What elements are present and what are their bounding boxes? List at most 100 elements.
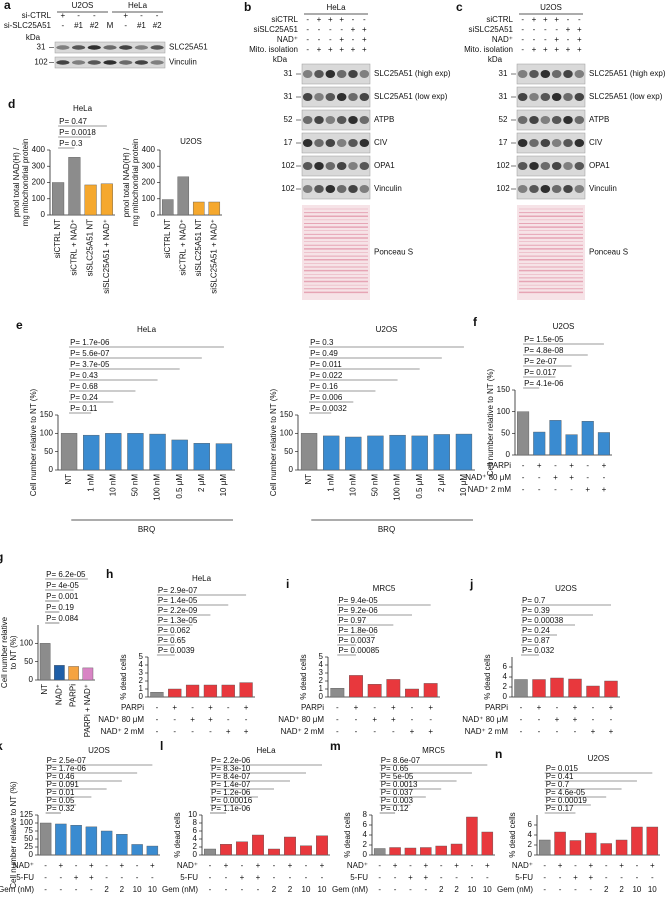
y-tick-label: 100 (20, 638, 34, 647)
condition-sign: - (273, 873, 276, 882)
blot-band (563, 185, 573, 193)
bar (300, 845, 312, 856)
condition-sign: - (241, 861, 244, 870)
blot-band (325, 70, 336, 78)
condition-sign: + (566, 45, 571, 54)
condition-sign: - (521, 35, 524, 44)
panel-label: c (456, 0, 463, 14)
y-tick-label: 0 (528, 850, 533, 859)
condition-sign: + (423, 873, 428, 882)
blot-band (325, 185, 336, 193)
y-tick-label: 75 (24, 826, 33, 835)
condition-sign: - (567, 35, 570, 44)
condition-sign: - (578, 15, 581, 24)
condition-sign: + (454, 861, 459, 870)
condition-sign: 2 (104, 885, 109, 894)
condition-sign: + (591, 727, 596, 736)
blot-band (56, 60, 70, 65)
y-tick-label: 100 (32, 194, 46, 203)
panel-label: d (8, 97, 15, 111)
p-value: P= 0.011 (310, 360, 342, 369)
p-value: P= 0.68 (70, 382, 98, 391)
blot-band (134, 45, 149, 50)
condition-sign: 2 (288, 885, 293, 894)
blot-band (325, 162, 336, 170)
condition-sign: + (558, 861, 563, 870)
y-tick-label: 150 (40, 410, 54, 419)
x-tick-label: siSLC25A51 NT (86, 219, 95, 276)
y-tick-label: 1 (319, 684, 324, 693)
marker-label: 102 (34, 58, 48, 67)
blot-band (551, 116, 562, 124)
blot-band (517, 93, 528, 101)
chart-title: MRC5 (422, 746, 445, 755)
condition-sign: - (522, 485, 525, 494)
p-value: P= 0.43 (70, 371, 98, 380)
condition-name: PARPi (485, 703, 508, 712)
blot-band (529, 116, 539, 124)
y-tick-label: 0 (139, 692, 144, 701)
condition-sign: + (339, 15, 344, 24)
blot-band (87, 60, 101, 65)
condition-sign: - (574, 885, 577, 894)
band-label: SLC25A51 (high exp) (374, 69, 451, 78)
p-value: P= 0.00016 (211, 796, 253, 805)
condition-sign: - (378, 861, 381, 870)
condition-sign: - (543, 861, 546, 870)
bar (204, 848, 216, 856)
bar (83, 434, 100, 471)
bar (569, 840, 582, 856)
condition-sign: - (306, 15, 309, 24)
condition-sign: + (61, 11, 66, 20)
x-tick-label: siSLC25A51 + NAD⁺ (102, 219, 111, 294)
bar (220, 844, 232, 856)
p-value: P= 1.4e-05 (158, 596, 198, 605)
condition-sign: - (352, 35, 355, 44)
p-value: P= 0.11 (70, 404, 98, 413)
condition-name: Gem (nM) (0, 885, 34, 894)
blot-band (336, 93, 347, 101)
p-value: P= 0.3 (59, 139, 83, 148)
bar (316, 835, 328, 856)
condition-sign: + (89, 873, 94, 882)
condition-sign: - (209, 861, 212, 870)
p-value: P= 0.0018 (59, 128, 96, 137)
condition-sign: - (554, 485, 557, 494)
condition-sign: - (574, 727, 577, 736)
p-value: P= 0.24 (70, 393, 98, 402)
x-axis-label: BRQ (378, 525, 395, 534)
x-tick-label: 2 μM (437, 474, 446, 492)
x-tick-label: siSLC25A51 NT (194, 219, 203, 276)
condition-sign: + (428, 703, 433, 712)
condition-sign: - (257, 885, 260, 894)
y-tick-label: 6 (193, 826, 198, 835)
condition-sign: + (423, 861, 428, 870)
y-axis-label: % dead cells (508, 812, 517, 857)
blot-band (348, 116, 358, 124)
x-tick-label: 10 nM (108, 474, 117, 497)
condition-sign: + (190, 715, 195, 724)
condition-sign: - (603, 473, 606, 482)
blot-band (56, 45, 70, 50)
blot-band (336, 185, 347, 193)
blot-band (517, 162, 528, 170)
band-label: CIV (589, 138, 603, 147)
condition-sign: + (554, 15, 559, 24)
y-axis-label: % dead cells (483, 654, 492, 699)
condition-sign: - (556, 703, 559, 712)
bar (146, 845, 159, 856)
condition-name: NAD⁺ 80 μM (98, 715, 144, 724)
condition-sign: + (609, 727, 614, 736)
condition-sign: - (554, 461, 557, 470)
bar (131, 844, 143, 856)
p-value: P= 5.6e-07 (70, 349, 110, 358)
chart-title: U2OS (588, 754, 610, 763)
condition-sign: 2 (604, 885, 609, 894)
condition-sign: - (156, 715, 159, 724)
condition-sign: - (429, 715, 432, 724)
blot-band (359, 116, 370, 124)
bar (423, 683, 438, 698)
condition-sign: + (339, 45, 344, 54)
condition-sign: + (328, 45, 333, 54)
